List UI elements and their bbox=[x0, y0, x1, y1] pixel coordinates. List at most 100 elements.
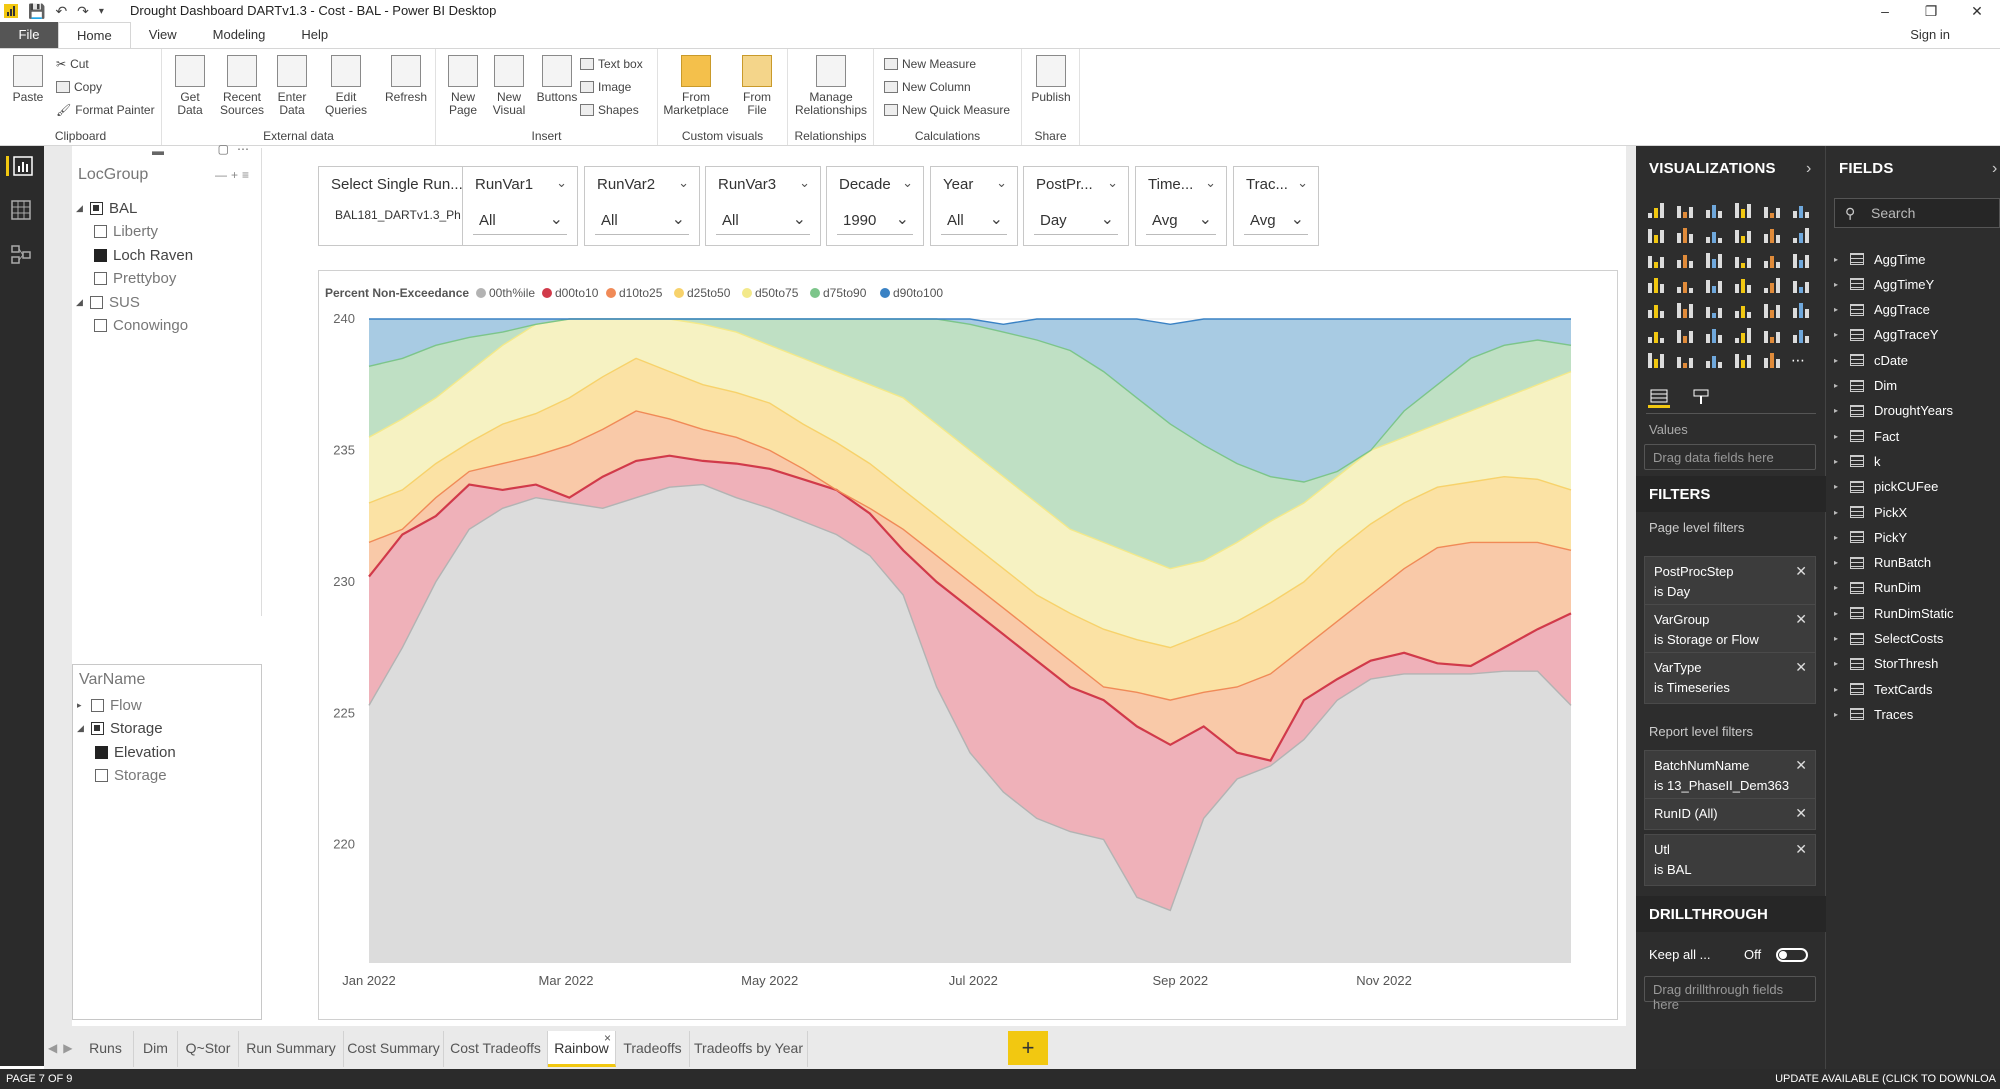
chevron-down-icon[interactable]: ⌄ bbox=[549, 211, 563, 228]
cut-button[interactable]: ✂ Cut bbox=[56, 57, 89, 71]
expand-caret-icon[interactable]: ▸ bbox=[1834, 330, 1839, 340]
slicer-dropdown[interactable]: 1990 ⌄ bbox=[837, 205, 913, 235]
chevron-down-icon[interactable]: ⌄ bbox=[1297, 175, 1308, 190]
expand-caret-icon[interactable]: ▸ bbox=[1834, 456, 1839, 466]
checkbox[interactable] bbox=[94, 272, 107, 285]
100-bar-icon[interactable] bbox=[1762, 202, 1780, 218]
add-page-button[interactable]: + bbox=[1008, 1031, 1048, 1065]
drag-handle-icon[interactable]: ▬ bbox=[152, 144, 164, 158]
new-quick-measure-button[interactable]: New Quick Measure bbox=[884, 101, 1010, 119]
slicer-dropdown[interactable]: All ⌄ bbox=[716, 205, 810, 235]
varname-item[interactable]: Elevation bbox=[95, 742, 176, 762]
page-filter-card[interactable]: VarGroup is Storage or Flow ✕ bbox=[1644, 604, 1816, 656]
expand-caret-icon[interactable]: ▸ bbox=[1834, 254, 1839, 264]
chevron-down-icon[interactable]: ⌄ bbox=[895, 211, 909, 228]
refresh-button[interactable]: Refresh bbox=[380, 55, 432, 104]
chevron-down-icon[interactable]: ⌄ bbox=[989, 211, 1003, 228]
slicer-dropdown[interactable]: All ⌄ bbox=[941, 205, 1007, 235]
field-table-item[interactable]: ▸ DroughtYears bbox=[1834, 402, 1953, 420]
close-tab-icon[interactable]: × bbox=[603, 1031, 611, 1045]
checkbox[interactable] bbox=[91, 722, 104, 735]
save-icon[interactable]: 💾 bbox=[28, 2, 46, 19]
report-view-icon[interactable] bbox=[6, 156, 34, 176]
expand-caret-icon[interactable]: ▸ bbox=[1834, 406, 1839, 416]
slicer-dropdown[interactable]: Avg ⌄ bbox=[1146, 205, 1216, 235]
fields-search-input[interactable]: ⚲ Search bbox=[1834, 198, 2000, 228]
locgroup-item[interactable]: ◢ BAL bbox=[76, 198, 137, 218]
tab-scroll-arrows-icon[interactable]: ◀▶ bbox=[48, 1041, 79, 1055]
varname-item[interactable]: ▸ Flow bbox=[77, 695, 142, 715]
locgroup-item[interactable]: ◢ SUS bbox=[76, 292, 140, 312]
publish-button[interactable]: Publish bbox=[1026, 55, 1076, 104]
remove-filter-icon[interactable]: ✕ bbox=[1795, 841, 1807, 857]
enter-data-button[interactable]: Enter Data bbox=[268, 55, 316, 117]
new-column-button[interactable]: New Column bbox=[884, 78, 971, 96]
model-view-icon[interactable] bbox=[11, 244, 33, 264]
slicer-dropdown[interactable]: Avg ⌄ bbox=[1244, 205, 1308, 235]
undo-icon[interactable]: ↶ bbox=[55, 2, 68, 19]
expand-caret-icon[interactable]: ◢ bbox=[76, 202, 83, 213]
chevron-down-icon[interactable]: ⌄ bbox=[678, 175, 689, 190]
keep-all-toggle[interactable] bbox=[1776, 948, 1808, 962]
page-tab[interactable]: Runs bbox=[78, 1031, 134, 1067]
expand-caret-icon[interactable]: ▸ bbox=[77, 699, 82, 710]
remove-filter-icon[interactable]: ✕ bbox=[1795, 805, 1807, 821]
text-box-button[interactable]: Text box bbox=[580, 55, 643, 73]
tab-file[interactable]: File bbox=[0, 22, 58, 48]
area-chart-icon[interactable] bbox=[1675, 227, 1693, 243]
format-painter-button[interactable]: 🖌 Format Painter bbox=[56, 103, 155, 117]
page-tab[interactable]: Cost Summary bbox=[344, 1031, 444, 1067]
line-clustered-icon[interactable] bbox=[1762, 227, 1780, 243]
rainbow-chart[interactable]: 220 225 230 235 240 Jan 2022 Mar 2022 May 2022 J… bbox=[318, 270, 1618, 1020]
update-available-link[interactable]: UPDATE AVAILABLE (CLICK TO DOWNLOA bbox=[1775, 1073, 1996, 1085]
checkbox[interactable] bbox=[94, 225, 107, 238]
copy-button[interactable]: Copy bbox=[56, 78, 102, 96]
chevron-down-icon[interactable]: ⌄ bbox=[1107, 175, 1118, 190]
locgroup-item[interactable]: Conowingo bbox=[94, 316, 188, 336]
field-table-item[interactable]: ▸ Fact bbox=[1834, 427, 1899, 445]
slicer-dropdown[interactable]: All ⌄ bbox=[473, 205, 567, 235]
yellow-card-icon[interactable] bbox=[1733, 352, 1751, 368]
varname-item[interactable]: Storage bbox=[95, 766, 167, 786]
field-table-item[interactable]: ▸ pickCUFee bbox=[1834, 478, 1938, 496]
from-file-button[interactable]: From File bbox=[732, 55, 782, 117]
format-paint-roller-icon[interactable] bbox=[1690, 388, 1712, 408]
line-column-icon[interactable] bbox=[1733, 227, 1751, 243]
fields-well-tab[interactable] bbox=[1648, 388, 1670, 408]
chevron-down-icon[interactable]: ⌄ bbox=[799, 175, 810, 190]
remove-filter-icon[interactable]: ✕ bbox=[1795, 611, 1807, 627]
tab-help[interactable]: Help bbox=[301, 27, 329, 42]
field-table-item[interactable]: ▸ TextCards bbox=[1834, 680, 1933, 698]
slicer-icon[interactable] bbox=[1646, 302, 1664, 318]
expand-caret-icon[interactable]: ▸ bbox=[1834, 431, 1839, 441]
page-tab[interactable]: Rainbow × bbox=[548, 1031, 616, 1067]
donut-icon[interactable] bbox=[1733, 252, 1751, 268]
gauge-icon[interactable] bbox=[1704, 277, 1722, 293]
varname-item[interactable]: ◢ Storage bbox=[77, 719, 163, 739]
report-filter-card[interactable]: RunID (All) ✕ bbox=[1644, 798, 1816, 830]
visual-header-icons[interactable]: ▢⋯ bbox=[217, 142, 257, 156]
expand-caret-icon[interactable]: ▸ bbox=[1834, 381, 1839, 390]
remove-filter-icon[interactable]: ✕ bbox=[1795, 659, 1807, 675]
globe-icon[interactable] bbox=[1762, 302, 1780, 318]
field-table-item[interactable]: ▸ RunDimStatic bbox=[1834, 604, 1953, 622]
buttons-button[interactable]: Buttons bbox=[532, 55, 582, 104]
checkbox[interactable] bbox=[91, 698, 104, 712]
img-icon[interactable] bbox=[1646, 352, 1664, 368]
field-table-item[interactable]: ▸ StorThresh bbox=[1834, 655, 1938, 673]
checkbox[interactable] bbox=[95, 769, 108, 782]
sparkline-icon[interactable] bbox=[1704, 352, 1722, 368]
chevron-down-icon[interactable]: ⌄ bbox=[996, 175, 1007, 190]
shape-map-icon[interactable] bbox=[1646, 327, 1664, 343]
checkbox[interactable] bbox=[90, 295, 103, 309]
expand-caret-icon[interactable]: ▸ bbox=[1834, 355, 1839, 365]
filled-map-icon[interactable] bbox=[1646, 277, 1664, 293]
report-filter-card[interactable]: BatchNumName is 13_PhaseII_Dem363 ✕ bbox=[1644, 750, 1816, 802]
field-table-item[interactable]: ▸ Traces bbox=[1834, 705, 1913, 723]
field-table-item[interactable]: ▸ AggTraceY bbox=[1834, 326, 1939, 344]
page-tab[interactable]: Tradeoffs by Year bbox=[690, 1031, 808, 1067]
slicer-5[interactable]: Decade ⌄ 1990 ⌄ bbox=[826, 166, 924, 246]
close-button[interactable]: ✕ bbox=[1971, 3, 1983, 19]
scatter-icon[interactable] bbox=[1675, 252, 1693, 268]
restore-button[interactable]: ❐ bbox=[1924, 3, 1938, 19]
